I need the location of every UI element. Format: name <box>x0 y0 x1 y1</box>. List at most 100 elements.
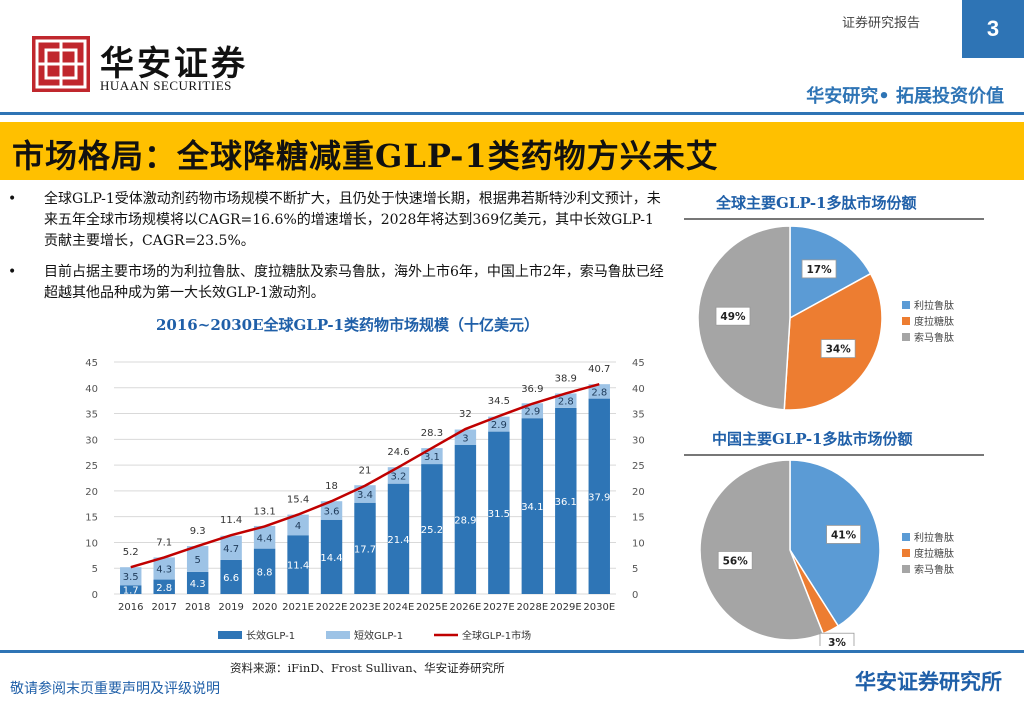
y-tick-right: 15 <box>632 513 645 524</box>
pie-value-box <box>819 632 855 646</box>
x-tick-label: 2026E <box>450 602 482 613</box>
x-tick-label: 2018 <box>185 602 210 613</box>
bar-short-acting <box>320 501 343 520</box>
legend-swatch <box>326 631 350 639</box>
y-tick-left: 35 <box>85 410 98 421</box>
x-tick-label: 2016 <box>118 602 143 613</box>
label-short-acting: 5 <box>194 555 200 566</box>
pie-value-label: 56% <box>723 555 749 567</box>
pie-china-divider <box>684 454 984 456</box>
bar-long-acting <box>521 418 544 594</box>
bar-long-acting <box>555 407 577 594</box>
x-tick-label: 2027E <box>483 602 515 613</box>
x-tick-label: 2025E <box>416 602 448 613</box>
label-total: 40.7 <box>588 364 610 375</box>
x-tick-label: 2019 <box>218 602 243 613</box>
y-tick-left: 45 <box>85 358 98 369</box>
label-short-acting: 2.8 <box>591 387 607 398</box>
label-total: 36.9 <box>521 384 543 395</box>
pie-legend-swatch <box>902 549 910 557</box>
x-tick-label: 2020 <box>252 602 277 613</box>
report-type-label: 证券研究报告 <box>842 16 921 31</box>
bar-chart: 1.7 3.5 5.2 2.8 4.3 7.1 4.3 5 9.3 6.6 4.7 11.4 8.8 4.… <box>85 358 645 642</box>
bar-long-acting <box>387 483 410 594</box>
label-short-acting: 3.5 <box>123 572 139 583</box>
y-tick-left: 20 <box>85 487 98 498</box>
bar-short-acting <box>287 514 309 536</box>
label-total: 9.3 <box>190 526 206 537</box>
logo-english: HUAAN SECURITIES <box>100 78 232 93</box>
pie-legend-swatch <box>902 533 910 541</box>
y-tick-left: 15 <box>85 513 98 524</box>
bar-short-acting <box>120 567 142 586</box>
label-long-acting: 11.4 <box>287 561 309 572</box>
institute-name: 华安证券研究所 <box>855 670 1002 694</box>
label-long-acting: 2.8 <box>156 583 172 594</box>
bullet-icon: • <box>8 191 17 207</box>
bar-long-acting <box>421 464 443 594</box>
pie-legend-swatch <box>902 317 910 325</box>
bar-long-acting <box>220 559 242 594</box>
label-total: 7.1 <box>156 537 172 548</box>
footer-divider <box>0 650 1024 653</box>
pie-legend-label: 度拉糖肽 <box>914 315 954 328</box>
data-source: 资料来源：iFinD、Frost Sullivan、华安证券研究所 <box>230 661 505 675</box>
y-tick-left: 40 <box>85 384 98 395</box>
bar-short-acting <box>555 393 577 408</box>
label-long-acting: 1.7 <box>123 586 139 597</box>
x-tick-label: 2028E <box>516 602 548 613</box>
bar-long-acting <box>354 502 376 594</box>
label-long-acting: 34.1 <box>521 502 543 513</box>
bar-long-acting <box>320 519 343 594</box>
label-total: 24.6 <box>387 447 409 458</box>
page-title: 市场格局：全球降糖减重GLP-1类药物方兴未艾 <box>12 137 719 175</box>
disclaimer-link[interactable]: 敬请参阅末页重要声明及评级说明 <box>10 681 220 697</box>
bar-short-acting <box>153 557 175 580</box>
legend-label: 长效GLP-1 <box>246 629 295 642</box>
bar-long-acting <box>454 445 477 594</box>
label-long-acting: 6.6 <box>223 573 239 584</box>
label-total: 38.9 <box>555 373 577 384</box>
label-long-acting: 14.4 <box>320 553 342 564</box>
x-tick-label: 2017 <box>151 602 176 613</box>
pie-legend-label: 索马鲁肽 <box>914 331 954 344</box>
y-tick-right: 30 <box>632 435 645 446</box>
bar-short-acting <box>253 525 276 549</box>
bar-short-acting <box>186 546 209 572</box>
label-total: 13.1 <box>253 506 275 517</box>
label-total: 11.4 <box>220 515 242 526</box>
bar-chart-title: 2016~2030E全球GLP-1类药物市场规模（十亿美元） <box>156 316 539 334</box>
logo-icon <box>32 36 90 92</box>
bar-short-acting <box>354 485 376 503</box>
y-tick-right: 10 <box>632 538 645 549</box>
y-tick-left: 0 <box>92 590 98 601</box>
label-long-acting: 4.3 <box>190 579 206 590</box>
y-tick-right: 25 <box>632 461 645 472</box>
pie-legend-label: 利拉鲁肽 <box>914 299 954 312</box>
slogan: 华安研究• 拓展投资价值 <box>806 86 1004 107</box>
bar-long-acting <box>287 535 309 594</box>
pie-value-label: 41% <box>831 529 857 541</box>
y-tick-left: 5 <box>92 564 98 575</box>
y-tick-right: 40 <box>632 384 645 395</box>
legend-swatch <box>218 631 242 639</box>
pie-value-box <box>717 551 753 570</box>
pie-value-label: 34% <box>826 344 852 356</box>
bullet-icon: • <box>8 264 17 280</box>
label-total: 32 <box>459 409 472 420</box>
label-short-acting: 3.2 <box>391 471 407 482</box>
pie-value-box <box>820 339 856 358</box>
x-tick-label: 2030E <box>583 602 615 613</box>
y-tick-left: 10 <box>85 538 98 549</box>
label-long-acting: 36.1 <box>555 497 577 508</box>
label-long-acting: 37.9 <box>588 492 610 503</box>
bar-short-acting <box>220 535 242 560</box>
bar-long-acting <box>153 579 175 594</box>
pie-value-label: 49% <box>720 311 746 323</box>
legend-label: 短效GLP-1 <box>354 629 403 642</box>
pie-legend-label: 度拉糖肽 <box>914 547 954 560</box>
label-long-acting: 8.8 <box>257 567 273 578</box>
header-divider <box>0 112 1024 115</box>
label-total: 18 <box>325 481 338 492</box>
